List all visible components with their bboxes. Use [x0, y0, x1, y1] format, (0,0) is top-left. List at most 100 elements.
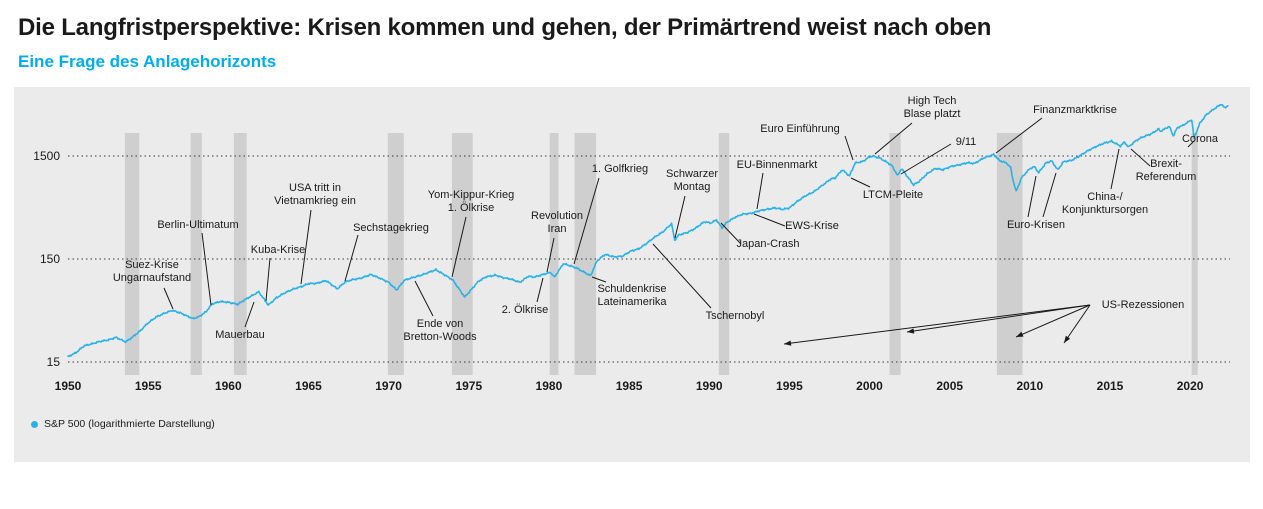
x-axis-label: 1975: [455, 379, 482, 393]
annotation-label: Ungarnaufstand: [113, 272, 191, 284]
recession-band: [451, 133, 473, 375]
annotation-label: Brexit-: [1150, 158, 1182, 170]
x-axis-label: 1950: [55, 379, 82, 393]
annotation-label: 9/11: [956, 136, 977, 148]
y-gridlines: 15 150 1500: [33, 149, 1230, 369]
annotation-connector: [753, 213, 786, 227]
annotation-connector: [265, 257, 271, 302]
annotation-label: 1. Ölkrise: [448, 202, 494, 214]
annotation-connector: [1042, 172, 1057, 218]
recession-band: [889, 133, 901, 375]
annotation-connector: [783, 304, 1091, 345]
annotation-connector: [720, 222, 742, 245]
sp500-line: [67, 103, 1229, 358]
chart-panel: 15 150 1500 1950 1955 1960 1965 1970 1975 1980 198…: [14, 87, 1250, 462]
x-axis-label: 2000: [856, 379, 883, 393]
annotation-label: Mauerbau: [215, 329, 265, 341]
x-axis-label: 1970: [375, 379, 402, 393]
annotation-connector: [201, 232, 212, 306]
recession-band: [996, 133, 1023, 375]
legend-marker-dot: [31, 420, 38, 428]
annotation-label: Suez-Krise: [125, 259, 179, 271]
annotation-connector: [844, 135, 854, 161]
annotation-label: Sechstagekrieg: [353, 222, 429, 234]
annotation-label: US-Rezessionen: [1102, 299, 1185, 311]
sp500-log-chart: 15 150 1500 1950 1955 1960 1965 1970 1975 1980 198…: [33, 95, 1230, 393]
x-axis-label: 1960: [215, 379, 242, 393]
annotation-connector: [244, 301, 255, 328]
annotation-connector: [900, 143, 952, 175]
x-axis-label: 2015: [1097, 379, 1124, 393]
annotation-label: Corona: [1182, 133, 1219, 145]
annotation-connector: [906, 304, 1091, 333]
annotation-label: Bretton-Woods: [403, 331, 477, 343]
annotation-label: LTCM-Pleite: [863, 189, 923, 201]
annotation-label: Yom-Kippur-Krieg: [428, 189, 514, 201]
annotation-label: China-/: [1087, 191, 1123, 203]
y-axis-label: 15: [47, 355, 61, 369]
annotation-label: Euro-Krisen: [1007, 219, 1065, 231]
annotation-connector: [850, 177, 871, 188]
annotation-connector: [756, 172, 764, 210]
recession-band: [549, 133, 559, 375]
recession-band: [1191, 133, 1198, 375]
annotation-connector: [652, 243, 712, 309]
annotation-connector: [674, 195, 686, 239]
annotation-label: Konjunktursorgen: [1062, 204, 1148, 216]
annotation-connector: [451, 216, 467, 278]
annotation-label: Lateinamerika: [597, 296, 667, 308]
y-axis-label: 1500: [33, 149, 60, 163]
x-axis-label: 1955: [135, 379, 162, 393]
x-axis-label: 1985: [616, 379, 643, 393]
annotation-connector: [1110, 148, 1120, 190]
x-axis-label: 2005: [936, 379, 963, 393]
annotation-connector: [874, 122, 913, 155]
page-title: Die Langfristperspektive: Krisen kommen …: [18, 14, 992, 41]
x-axis-label: 2020: [1177, 379, 1204, 393]
chart-legend: S&P 500 (logarithmierte Darstellung): [31, 418, 1250, 430]
annotation-arrowhead: [1064, 335, 1071, 343]
annotation-label: Blase platzt: [904, 108, 961, 120]
x-axis-label: 1995: [776, 379, 803, 393]
annotation-connector: [344, 234, 359, 282]
annotation-label: Ende von: [417, 318, 463, 330]
recession-band: [190, 133, 202, 375]
annotation-label: Kuba-Krise: [251, 244, 305, 256]
annotation-connector: [1187, 140, 1195, 148]
y-axis-label: 150: [40, 252, 60, 266]
annotation-label: Schuldenkrise: [597, 283, 666, 295]
annotation-connector: [573, 177, 600, 265]
annotation-connector: [1130, 148, 1151, 167]
annotation-label: Tschernobyl: [706, 310, 765, 322]
annotation-label: Iran: [548, 223, 567, 235]
annotation-arrowhead: [1016, 331, 1024, 337]
x-axis-label: 2010: [1016, 379, 1043, 393]
annotation-connector: [414, 280, 434, 317]
annotation-connector: [1063, 304, 1091, 344]
annotation-label: Schwarzer: [666, 168, 718, 180]
annotation-label: Montag: [674, 181, 711, 193]
annotation-label: 2. Ölkrise: [502, 304, 548, 316]
annotation-label: Finanzmarktkrise: [1033, 104, 1117, 116]
annotation-label: Referendum: [1136, 171, 1197, 183]
recession-band: [574, 133, 597, 375]
x-axis-label: 1980: [536, 379, 563, 393]
annotation-label: High Tech: [908, 95, 957, 107]
annotation-connector: [536, 277, 544, 303]
annotation-connector: [995, 117, 1043, 154]
annotation-connector: [163, 287, 174, 310]
annotation-connector: [300, 209, 312, 285]
annotation-label: Revolution: [531, 210, 583, 222]
annotation-label: Berlin-Ultimatum: [157, 219, 238, 231]
annotation-connector: [1027, 175, 1037, 218]
annotation-label: Japan-Crash: [737, 238, 800, 250]
annotation-connector: [1015, 304, 1091, 338]
annotation-connector: [546, 237, 555, 273]
x-axis-label: 1965: [295, 379, 322, 393]
annotation-label: EU-Binnenmarkt: [737, 159, 818, 171]
recession-band: [718, 133, 730, 375]
x-axis-labels: 1950 1955 1960 1965 1970 1975 1980 1985 1990 1995…: [55, 379, 1204, 393]
recession-band: [233, 133, 247, 375]
legend-label: S&P 500 (logarithmierte Darstellung): [44, 418, 215, 430]
